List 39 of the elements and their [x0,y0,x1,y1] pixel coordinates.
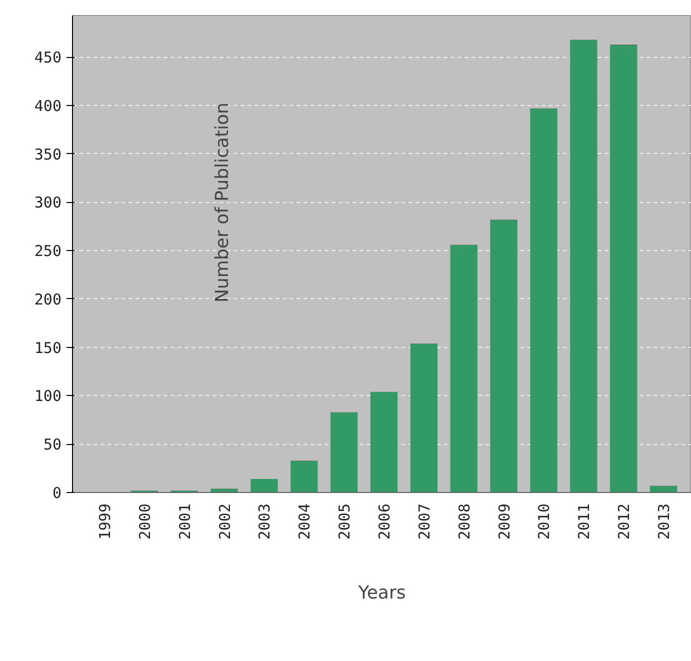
y-tick-label: 350 [34,145,62,164]
y-tick-label: 300 [34,194,62,212]
bar [650,486,678,492]
bar [250,478,278,492]
y-tick-label: 0 [52,484,62,502]
bar [530,108,558,492]
x-tick-label: 2011 [575,504,594,540]
x-tick-label: 2001 [176,504,194,540]
y-tick-label: 400 [34,96,62,115]
bar [610,44,638,492]
x-tick-label: 2013 [655,504,674,540]
y-tick-label: 250 [34,242,62,260]
x-tick-label: 2005 [336,504,354,540]
y-tick-label: 150 [34,338,62,357]
bar [490,220,518,492]
x-tick-label: 2012 [615,504,634,540]
x-tick-label: 2002 [216,504,234,540]
x-tick-label: 1999 [96,504,114,540]
x-tick-label: 2009 [495,504,514,540]
bar [290,460,318,492]
bar [210,488,238,492]
x-tick-label: 2008 [455,504,474,540]
x-tick-label: 2004 [296,504,314,540]
y-tick-label: 100 [34,387,62,406]
y-tick-label: 450 [34,48,62,67]
bar [410,344,438,492]
bar [450,244,478,492]
x-tick-label: 2006 [375,504,394,540]
x-tick-label: 2003 [256,504,274,540]
x-tick-label: 2010 [535,504,554,540]
y-axis-title: Number of Publication [212,102,233,302]
y-tick-label: 50 [43,436,62,454]
x-tick-label: 2000 [136,504,154,540]
y-tick-label: 200 [34,290,62,308]
x-tick-label: 2007 [415,504,434,540]
bar [570,40,598,492]
bar [330,412,358,492]
bar [370,392,398,492]
x-axis-title: Years [357,582,406,604]
